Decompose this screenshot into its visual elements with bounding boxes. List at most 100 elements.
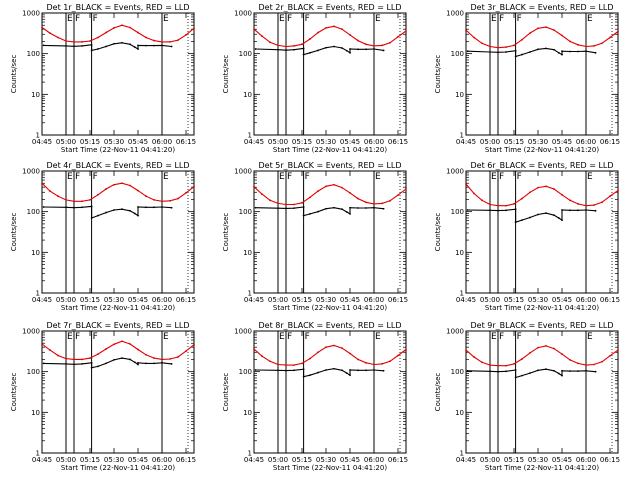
lld-data-point [113, 27, 115, 29]
lld-series-line [253, 25, 407, 48]
y-tick-label: 10 [455, 249, 464, 257]
events-data-point [545, 212, 547, 215]
lld-data-point [161, 200, 163, 203]
lld-data-point [73, 40, 75, 43]
events-data-point [285, 207, 287, 210]
lld-data-point [397, 35, 399, 38]
events-data-point [341, 47, 343, 49]
x-tick-label: 05:45 [340, 138, 360, 146]
x-tick-label: 05:45 [128, 296, 148, 304]
lld-data-point [333, 183, 335, 186]
events-data-point [561, 53, 563, 56]
events-data-point [170, 45, 173, 48]
x-tick-label: 05:45 [552, 138, 572, 146]
events-data-point [489, 209, 491, 212]
lld-series-line [41, 340, 195, 360]
events-data-point [349, 374, 351, 377]
events-data-point [285, 49, 287, 52]
lld-data-point [349, 352, 351, 355]
lld-data-point [365, 201, 367, 204]
events-data-point [254, 48, 257, 50]
y-tick-label: 1000 [234, 328, 252, 336]
lld-data-point [561, 353, 563, 356]
x-axis-label: Start Time (22-Nov-11 04:41:20) [273, 464, 387, 472]
y-tick-label: 1000 [22, 328, 40, 336]
lld-data-point [105, 188, 107, 190]
events-data-point [105, 45, 107, 48]
events-data-point [161, 361, 163, 364]
lld-data-point [537, 186, 539, 189]
events-series-line [255, 45, 384, 56]
events-data-point [309, 213, 311, 215]
y-axis-label: Counts/sec [222, 213, 230, 252]
events-data-point [137, 48, 139, 50]
lld-data-point [609, 36, 611, 39]
events-data-point [145, 362, 147, 365]
events-data-point [65, 363, 67, 365]
events-data-point [161, 206, 163, 208]
lld-data-point [309, 38, 311, 40]
events-data-point [357, 369, 359, 372]
x-tick-label: 06:15 [600, 138, 620, 146]
events-data-point [81, 45, 83, 47]
lld-data-point [145, 195, 147, 198]
y-axis-label: Counts/sec [10, 213, 18, 252]
lld-data-point [193, 27, 195, 30]
event-marker-label: E [163, 14, 169, 24]
x-tick-label: 05:15 [504, 456, 524, 464]
lld-data-point [169, 40, 171, 43]
x-tick-label: 05:15 [80, 138, 100, 146]
events-data-point [145, 206, 147, 209]
lld-data-point [65, 40, 67, 42]
lld-data-point [617, 189, 619, 192]
events-data-point [137, 361, 139, 364]
x-tick-label: 05:30 [528, 296, 548, 304]
lld-data-point [601, 42, 603, 45]
lld-data-point [261, 35, 263, 38]
y-tick-label: 1000 [446, 10, 464, 18]
events-data-point [365, 207, 367, 209]
lld-data-point [389, 41, 391, 44]
events-data-point [529, 216, 531, 219]
lld-data-point [349, 191, 351, 194]
events-series-line [467, 208, 596, 223]
lld-data-point [57, 354, 59, 357]
chart-panel: Det 1r_BLACK = Events, RED = LLD 1 10 100 10… [10, 3, 196, 154]
events-data-point [90, 43, 93, 46]
y-tick-label: 1000 [22, 10, 40, 18]
events-data-point [129, 209, 131, 212]
x-tick-label: 05:15 [80, 296, 100, 304]
events-data-point [137, 44, 139, 47]
lld-data-point [301, 201, 303, 204]
x-tick-label: 04:45 [32, 138, 52, 146]
events-data-point [505, 209, 507, 212]
x-tick-label: 05:00 [268, 138, 288, 146]
events-series-line [43, 205, 172, 219]
lld-data-point [585, 364, 587, 367]
plot-frame [41, 12, 195, 136]
events-data-point [529, 51, 531, 53]
lld-data-point [253, 185, 255, 188]
chart-title: Det 2r_BLACK = Events, RED = LLD [258, 3, 401, 12]
lld-data-point [325, 185, 327, 188]
lld-data-point [293, 203, 295, 206]
lld-data-point [497, 46, 499, 49]
lld-data-point [309, 196, 311, 199]
events-data-point [302, 53, 305, 56]
lld-data-point [137, 348, 139, 351]
x-tick-label: 05:15 [292, 456, 312, 464]
chart-panel: Det 6r_BLACK = Events, RED = LLD 1 10 100 10… [434, 161, 620, 312]
events-data-point [382, 49, 385, 52]
events-data-point [577, 50, 579, 53]
events-series-line [467, 368, 596, 379]
lld-data-point [577, 43, 579, 46]
lld-data-point [521, 197, 523, 200]
lld-data-point [617, 30, 619, 33]
lld-data-point [537, 27, 539, 30]
lld-data-point [561, 193, 563, 196]
lld-data-point [513, 203, 515, 205]
lld-data-point [153, 357, 155, 360]
events-series-line [467, 47, 596, 58]
event-marker-label: E [587, 14, 593, 24]
x-tick-label: 04:45 [244, 296, 264, 304]
